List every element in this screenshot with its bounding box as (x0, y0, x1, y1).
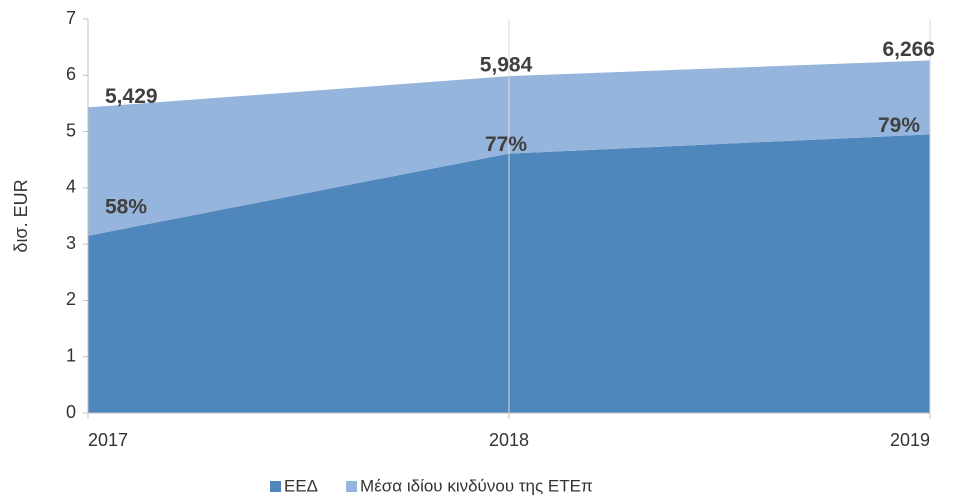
y-tick-label: 1 (66, 345, 76, 365)
legend-swatch (346, 481, 358, 492)
x-tick-label: 2019 (890, 430, 930, 450)
y-tick-label: 6 (66, 64, 76, 84)
y-axis-label: δισ. EUR (11, 179, 31, 252)
y-tick-label: 2 (66, 289, 76, 309)
x-tick-label: 2018 (489, 430, 529, 450)
y-tick-label: 3 (66, 233, 76, 253)
y-tick-label: 4 (66, 177, 76, 197)
y-tick-label: 7 (66, 8, 76, 28)
total-label: 5,429 (105, 85, 158, 108)
share-label: 77% (485, 133, 527, 156)
total-label: 5,984 (480, 54, 533, 77)
total-label: 6,266 (882, 38, 935, 61)
legend-label: ΕΕΔ (284, 476, 318, 495)
x-tick-label: 2017 (88, 430, 128, 450)
legend-swatch (270, 481, 281, 492)
share-label: 58% (105, 195, 147, 218)
legend-label: Μέσα ιδίου κινδύνου της ΕΤΕπ (360, 476, 593, 495)
y-tick-label: 0 (66, 402, 76, 422)
y-tick-label: 5 (66, 120, 76, 140)
share-label: 79% (878, 114, 920, 137)
